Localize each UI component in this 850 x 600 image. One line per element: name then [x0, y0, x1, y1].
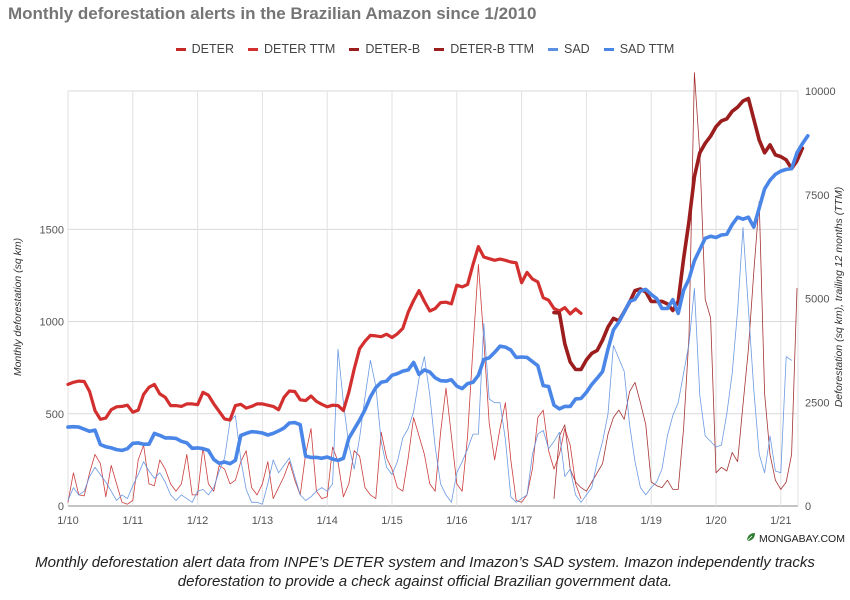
y-tick-label-right: 5000: [805, 294, 829, 306]
y-axis-label-left: Monthly deforestation (sq km): [12, 238, 24, 376]
x-tick-label: 1/15: [381, 515, 402, 527]
y-tick-label-left: 500: [46, 409, 64, 421]
series-line-deter-b[interactable]: [553, 72, 798, 499]
y-tick-label-right: 0: [805, 501, 811, 513]
series-line-deter-ttm[interactable]: [66, 245, 583, 422]
series-line-sad[interactable]: [67, 227, 792, 505]
y-axis-label-right: Deforestation (sq km), trailing 12 month…: [833, 187, 845, 408]
legend-swatch-deter-ttm: [248, 47, 259, 51]
y-tick-label-right: 10000: [805, 86, 836, 98]
x-tick-label: 1/17: [511, 515, 532, 527]
source-label: MONGABAY.COM: [759, 532, 845, 545]
legend-item-deter-b[interactable]: DETER-B: [349, 42, 420, 56]
x-tick-label: 1/12: [187, 515, 208, 527]
x-tick-label: 1/14: [316, 515, 337, 527]
series-line-sad-ttm[interactable]: [66, 134, 810, 466]
legend-swatch-sad: [548, 47, 558, 51]
source-credit[interactable]: MONGABAY.COM: [746, 532, 845, 545]
legend-item-deter[interactable]: DETER: [175, 42, 235, 56]
x-tick-label: 1/20: [705, 515, 726, 527]
y-tick-label-right: 7500: [805, 190, 829, 202]
x-tick-label: 1/19: [640, 515, 661, 527]
legend-label-sad: SAD: [564, 42, 590, 56]
y-tick-label-right: 2500: [805, 397, 829, 409]
legend-item-deter-b-ttm[interactable]: DETER-B TTM: [434, 42, 534, 56]
x-tick-label: 1/16: [446, 515, 467, 527]
y-tick-label-left: 1500: [40, 224, 64, 236]
legend-swatch-deter: [175, 47, 186, 51]
series-line-deter[interactable]: [67, 264, 582, 505]
legend-label-deter-b: DETER-B: [365, 42, 421, 56]
caption: Monthly deforestation alert data from IN…: [35, 554, 815, 590]
legend: DETER DETER TTM DETER-B DETER-B TTM SAD …: [0, 42, 850, 56]
x-tick-label: 1/10: [57, 515, 78, 527]
x-tick-label: 1/18: [576, 515, 597, 527]
x-tick-label: 1/11: [123, 515, 144, 527]
legend-label-deter: DETER: [191, 42, 235, 56]
mongabay-leaf-icon: [746, 532, 756, 545]
legend-item-deter-ttm[interactable]: DETER TTM: [248, 42, 335, 56]
legend-label-deter-ttm: DETER TTM: [264, 42, 336, 56]
legend-swatch-deter-b: [349, 47, 360, 51]
series-line-deter-b-ttm[interactable]: [552, 96, 805, 372]
legend-item-sad-ttm[interactable]: SAD TTM: [603, 42, 675, 56]
legend-swatch-deter-b-ttm: [434, 47, 445, 51]
chart-title: Monthly deforestation alerts in the Braz…: [8, 4, 537, 23]
x-tick-label: 1/13: [252, 515, 273, 527]
y-tick-label-left: 1000: [40, 317, 64, 329]
legend-swatch-sad-ttm: [603, 47, 614, 51]
x-tick-label: 1/21: [770, 515, 791, 527]
legend-label-deter-b-ttm: DETER-B TTM: [450, 42, 534, 56]
legend-item-sad[interactable]: SAD: [548, 42, 590, 56]
legend-label-sad-ttm: SAD TTM: [619, 42, 675, 56]
y-tick-label-left: 0: [58, 501, 64, 513]
